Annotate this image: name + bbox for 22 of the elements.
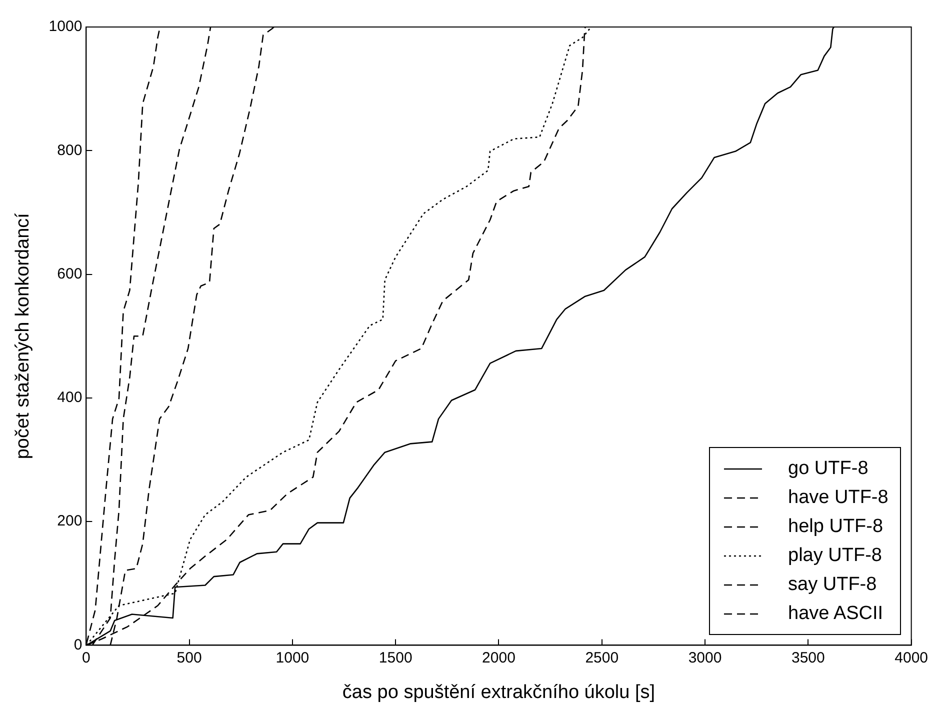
x-tick-label: 3500 bbox=[791, 649, 825, 666]
y-tick-label: 200 bbox=[57, 512, 82, 530]
legend-label: help UTF-8 bbox=[788, 516, 884, 538]
x-tick-label: 500 bbox=[176, 649, 202, 666]
x-tick-label: 4000 bbox=[894, 649, 928, 666]
legend-label: say UTF-8 bbox=[788, 574, 877, 596]
y-tick-label: 600 bbox=[57, 265, 82, 282]
x-tick-label: 1000 bbox=[276, 649, 310, 666]
y-axis-title: počet stažených konkordancí bbox=[12, 212, 34, 460]
x-tick-label: 1500 bbox=[378, 649, 412, 666]
legend-label: play UTF-8 bbox=[788, 544, 882, 567]
y-tick-label: 0 bbox=[74, 636, 82, 654]
legend-label: go UTF-8 bbox=[788, 458, 868, 480]
x-tick-label: 3000 bbox=[688, 649, 722, 666]
legend-label: have ASCII bbox=[788, 602, 884, 625]
x-tick-label: 2000 bbox=[482, 649, 516, 666]
y-tick-label: 1000 bbox=[48, 18, 82, 36]
y-tick-label: 800 bbox=[57, 142, 82, 159]
y-tick-label: 400 bbox=[57, 389, 82, 406]
x-axis-title: čas po spuštění extrakčního úkolu [s] bbox=[342, 682, 656, 703]
x-tick-label: 2500 bbox=[585, 649, 619, 666]
legend-label: have UTF-8 bbox=[788, 486, 888, 509]
